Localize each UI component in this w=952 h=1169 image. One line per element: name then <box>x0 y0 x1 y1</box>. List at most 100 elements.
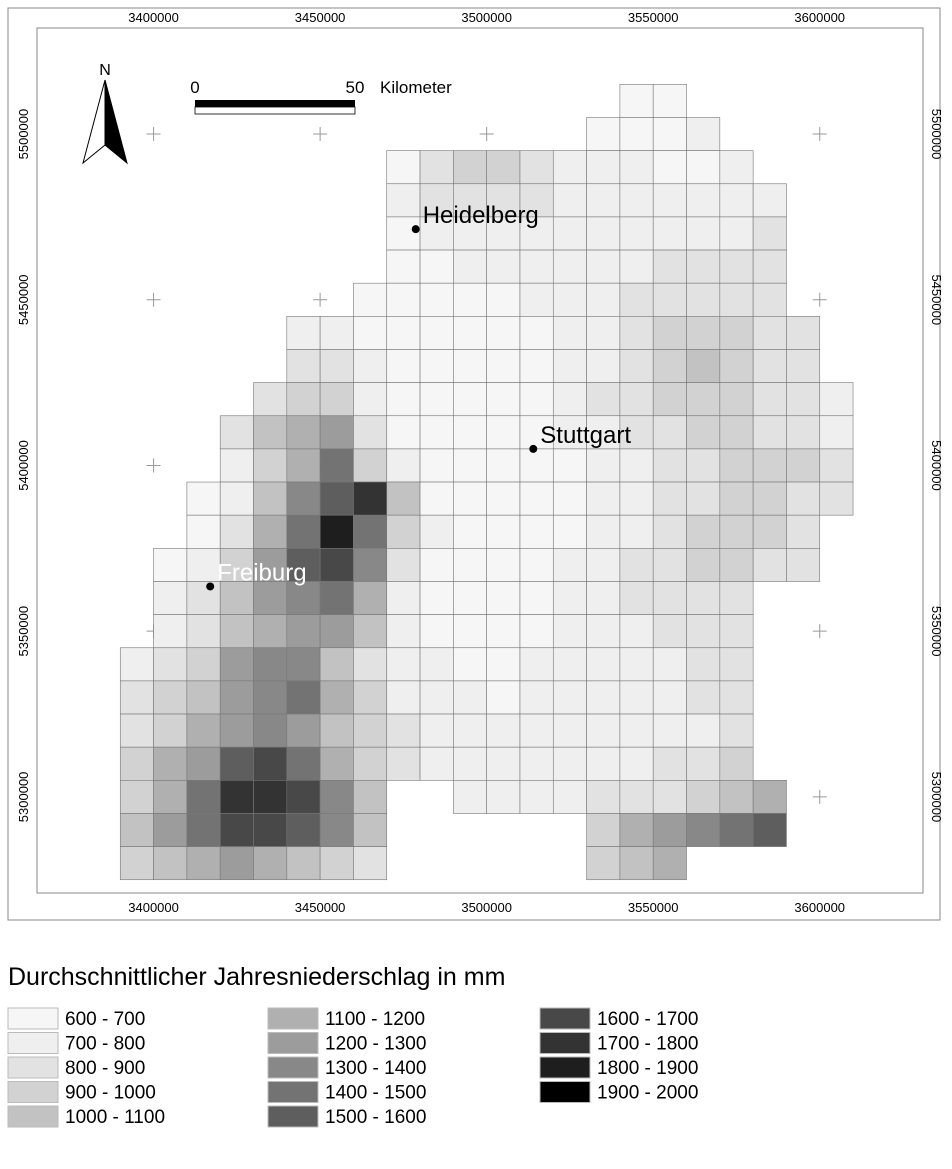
grid-cell <box>686 680 721 715</box>
grid-cell <box>752 183 787 218</box>
grid-cell <box>353 415 388 450</box>
grid-cell <box>353 746 388 781</box>
legend-label: 1300 - 1400 <box>325 1058 426 1079</box>
grid-cell <box>752 382 787 417</box>
grid-cell <box>486 481 521 516</box>
grid-cell <box>286 746 321 781</box>
grid-cell <box>219 746 254 781</box>
grid-cell <box>353 713 388 748</box>
grid-cell <box>153 846 188 881</box>
grid-cell <box>652 216 687 251</box>
grid-cell <box>686 514 721 549</box>
scale-start: 0 <box>190 78 199 97</box>
grid-cell <box>453 647 487 682</box>
legend-swatch <box>267 1007 319 1030</box>
grid-cell <box>686 448 721 483</box>
grid-cell <box>153 581 188 615</box>
legend-label: 1100 - 1200 <box>325 1009 425 1030</box>
grid-cell <box>353 614 388 649</box>
grid-cell <box>619 448 654 483</box>
grid-cell <box>586 216 621 251</box>
legend-swatch <box>7 1105 59 1128</box>
grid-cell <box>552 150 587 185</box>
grid-cell <box>586 614 621 649</box>
grid-cell <box>619 680 654 715</box>
grid-cell <box>253 415 288 450</box>
grid-cell <box>819 448 854 483</box>
grid-cell <box>419 282 454 317</box>
grid-cell <box>286 713 321 748</box>
legend-label: 900 - 1000 <box>65 1083 156 1104</box>
grid-cell <box>286 780 321 814</box>
grid-cell <box>386 548 421 582</box>
graticule-cross <box>313 127 328 142</box>
legend-swatch <box>7 1032 59 1054</box>
grid-cell <box>153 813 188 847</box>
grid-cell <box>719 581 754 615</box>
grid-cell <box>652 150 687 185</box>
grid-cell <box>552 780 587 814</box>
grid-cell <box>286 448 321 483</box>
grid-cell <box>419 680 454 715</box>
grid-cell <box>386 746 421 781</box>
grid-cell <box>619 647 654 682</box>
legend-swatch <box>7 1007 59 1030</box>
grid-cell <box>686 249 721 284</box>
grid-cell <box>153 713 188 748</box>
grid-cell <box>619 514 654 549</box>
grid-cell <box>586 813 621 847</box>
grid-cell <box>319 548 354 582</box>
grid-cell <box>486 382 521 417</box>
grid-cell <box>419 713 454 748</box>
grid-cell <box>519 581 554 615</box>
grid-cell <box>253 448 288 483</box>
grid-cell <box>652 514 687 549</box>
grid-cell <box>353 316 388 350</box>
grid-cell <box>552 382 587 417</box>
grid-cell <box>719 548 754 582</box>
grid-cell <box>419 647 454 682</box>
grid-cell <box>486 249 521 284</box>
grid-cell <box>686 780 721 814</box>
grid-cell <box>453 481 487 516</box>
y-tick-label-left: 5400000 <box>16 440 31 491</box>
grid-cell <box>519 349 554 383</box>
grid-cell <box>153 780 188 814</box>
grid-cell <box>719 282 754 317</box>
grid-cell <box>786 448 821 483</box>
grid-cell <box>586 680 621 715</box>
grid-cell <box>519 382 554 417</box>
grid-cell <box>586 349 621 383</box>
grid-cell <box>419 150 454 185</box>
grid-cell <box>186 780 221 814</box>
grid-cell <box>586 746 621 781</box>
grid-cell <box>486 680 521 715</box>
grid-cell <box>786 349 821 383</box>
grid-cell <box>419 481 454 516</box>
grid-cell <box>719 249 754 284</box>
grid-cell <box>719 514 754 549</box>
grid-cell <box>219 481 254 516</box>
grid-cell <box>586 514 621 549</box>
grid-cell <box>253 846 288 881</box>
grid-cell <box>119 680 154 715</box>
grid-cell <box>219 548 254 582</box>
grid-cell <box>719 216 754 251</box>
grid-cell <box>253 813 288 847</box>
grid-cell <box>552 713 587 748</box>
grid-cell <box>386 349 421 383</box>
grid-cell <box>752 216 787 251</box>
grid-cell <box>686 216 721 251</box>
grid-cell <box>652 780 687 814</box>
grid-cell <box>419 514 454 549</box>
legend-swatch <box>267 1081 319 1103</box>
legend-label: 600 - 700 <box>65 1009 145 1030</box>
scale-end: 50 <box>346 78 365 97</box>
grid-cell <box>286 415 321 450</box>
grid-cell <box>319 813 354 847</box>
north-label: N <box>99 62 111 79</box>
grid-cell <box>286 349 321 383</box>
grid-cell <box>519 548 554 582</box>
legend-label: 1200 - 1300 <box>325 1034 426 1055</box>
grid-cell <box>119 780 154 814</box>
